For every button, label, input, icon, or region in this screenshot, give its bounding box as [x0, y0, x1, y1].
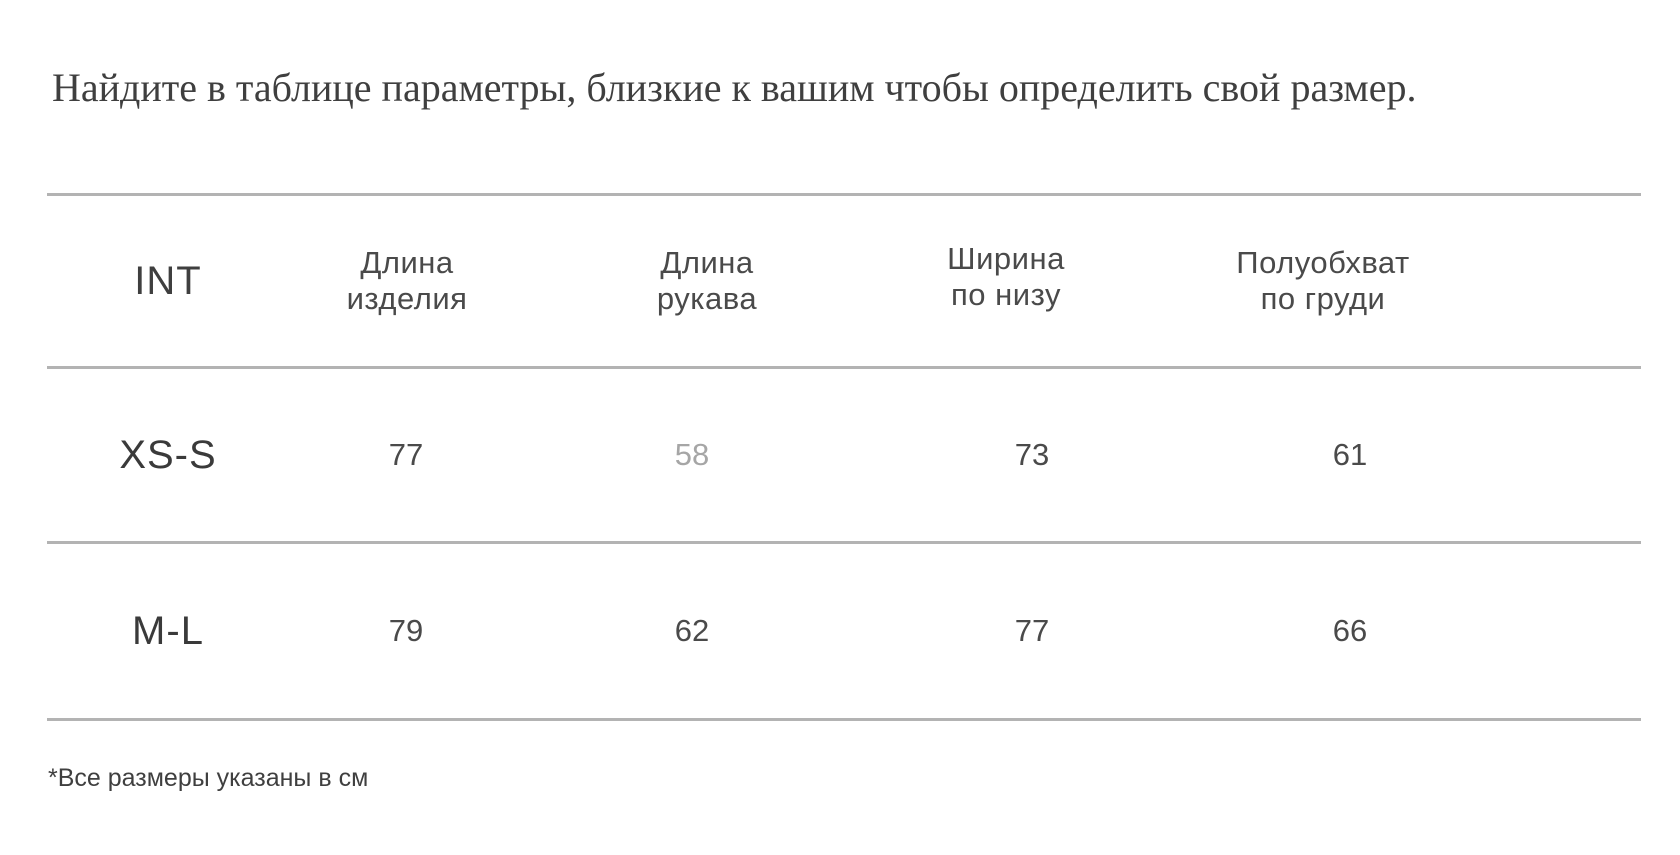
size-m-l: M-L: [132, 608, 204, 653]
header-sleeve-length: Длина рукава: [656, 245, 758, 316]
table-top-rule: [47, 193, 1641, 196]
value-sleeve-length: 62: [674, 613, 710, 648]
value-product-length: 77: [388, 437, 424, 472]
header-half-chest: Полуобхват по груди: [1236, 245, 1410, 316]
footnote: *Все размеры указаны в см: [48, 764, 369, 792]
page-title: Найдите в таблице параметры, близкие к в…: [52, 65, 1417, 110]
header-bottom-width: Ширина по низу: [947, 241, 1065, 312]
table-row-rule: [47, 541, 1641, 544]
table-header-rule: [47, 366, 1641, 369]
value-half-chest: 66: [1332, 613, 1368, 648]
table-header-row: INT Длина изделия Длина рукава Ширина по…: [47, 196, 1641, 366]
header-int: INT: [134, 259, 202, 303]
table-row: XS-S 77 58 73 61: [47, 369, 1641, 541]
table-row: M-L 79 62 77 66: [47, 544, 1641, 718]
value-product-length: 79: [388, 613, 424, 648]
header-product-length: Длина изделия: [346, 245, 468, 316]
value-bottom-width: 73: [1014, 437, 1050, 472]
value-half-chest: 61: [1332, 437, 1368, 472]
value-bottom-width: 77: [1014, 613, 1050, 648]
value-sleeve-length: 58: [674, 437, 710, 472]
size-xs-s: XS-S: [119, 432, 217, 477]
table-bottom-rule: [47, 718, 1641, 721]
